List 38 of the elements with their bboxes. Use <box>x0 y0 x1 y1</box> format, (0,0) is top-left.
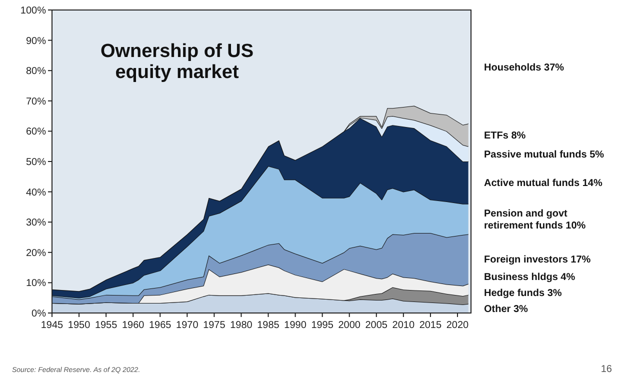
y-tick-label: 20% <box>26 248 46 259</box>
x-tick-label: 1980 <box>230 320 253 331</box>
text: Ownership of US equity market <box>100 41 254 83</box>
y-tick-label: 0% <box>32 308 46 320</box>
y-tick-label: 100% <box>20 6 46 16</box>
x-tick-label: 1975 <box>203 320 226 331</box>
x-tick-label: 1990 <box>284 320 307 331</box>
y-tick-label: 10% <box>26 278 46 290</box>
y-tick-label: 60% <box>26 126 46 138</box>
y-tick-label: 80% <box>26 66 46 78</box>
series-label: Households 37% <box>484 62 564 74</box>
x-tick-label: 1965 <box>149 320 172 331</box>
x-tick-label: 2005 <box>365 320 388 331</box>
series-label: Hedge funds 3% <box>484 288 562 299</box>
x-tick-label: 1955 <box>94 320 118 331</box>
x-tick-label: 2000 <box>338 320 361 331</box>
y-tick-label: 70% <box>26 96 46 108</box>
x-tick-label: 1950 <box>68 320 91 331</box>
y-tick-label: 90% <box>26 36 46 47</box>
series-label: Pension and govt retirement funds 10% <box>484 208 586 232</box>
x-tick-label: 1985 <box>257 320 280 331</box>
y-tick-label: 40% <box>26 187 46 198</box>
series-label: Active mutual funds 14% <box>484 178 602 190</box>
x-tick-label: 1960 <box>122 320 145 331</box>
series-label: Foreign investors 17% <box>484 254 591 266</box>
x-tick-label: 1945 <box>40 320 64 331</box>
series-label: Other 3% <box>484 304 528 315</box>
y-tick-label: 30% <box>26 218 46 229</box>
text: 16 <box>600 364 612 375</box>
x-tick-label: 1970 <box>176 320 199 331</box>
x-tick-label: 2010 <box>392 320 415 331</box>
series-label: Business hldgs 4% <box>484 272 576 283</box>
series-label: ETFs 8% <box>484 130 526 142</box>
series-label: Passive mutual funds 5% <box>484 149 604 160</box>
x-tick-label: 2015 <box>419 320 442 331</box>
x-tick-label: 1995 <box>311 320 334 331</box>
y-tick-label: 50% <box>26 157 46 168</box>
x-tick-label: 2020 <box>446 320 470 331</box>
